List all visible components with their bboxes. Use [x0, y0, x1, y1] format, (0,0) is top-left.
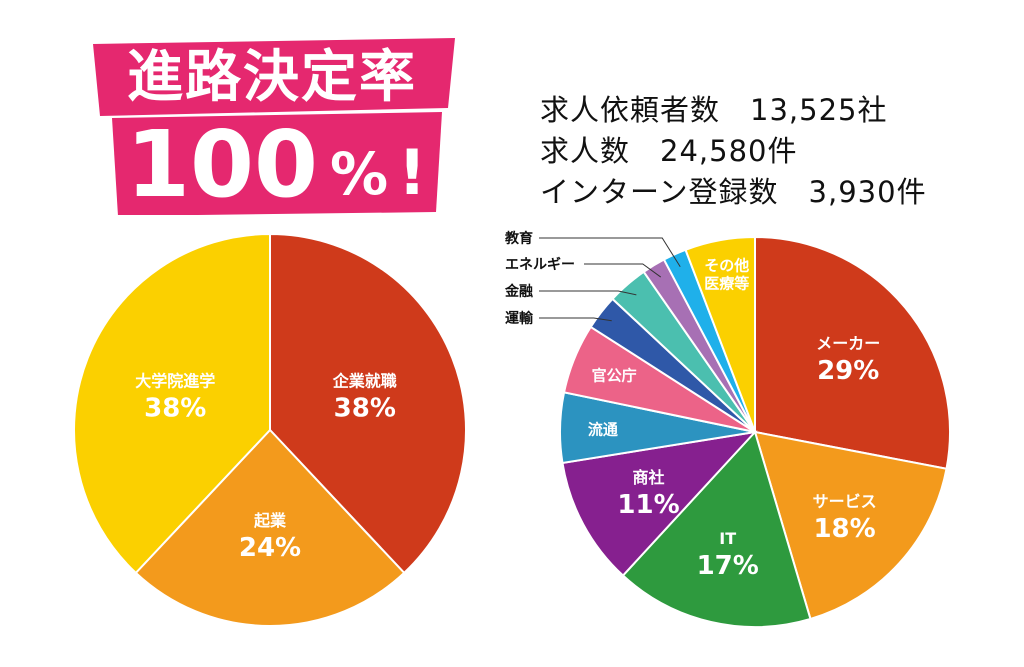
slice-value-0: 38% [334, 393, 396, 423]
headline-rate-badge [112, 112, 442, 215]
headline-badge: 進路決定率 100 % ! [93, 38, 455, 215]
stat-internship-registrations: インターン登録数 3,930件 [540, 175, 927, 209]
callout-line-6 [539, 317, 612, 322]
slice-value-1: 18% [813, 514, 875, 544]
pie-slice-2 [621, 430, 812, 628]
slice-label-2: IT [719, 529, 736, 548]
callout-label-7: 金融 [504, 283, 533, 300]
slice-value-2: 17% [697, 551, 759, 581]
slice-label-0: メーカー [816, 334, 880, 353]
headline-rate: 100 [126, 111, 318, 215]
pie-slice-3 [561, 430, 758, 577]
slice-label-2: 大学院進学 [135, 371, 215, 390]
stat-job-offers: 求人数 24,580件 [540, 134, 798, 168]
pie-slice-1 [134, 428, 406, 627]
pie-slice-0 [754, 235, 951, 470]
headline-title: 進路決定率 [127, 45, 417, 110]
slice-label-0: 企業就職 [332, 371, 397, 390]
pie-slice-1 [753, 430, 948, 621]
slice-value-3: 11% [617, 490, 679, 520]
slice-value-2: 38% [144, 393, 206, 423]
pie-slice-10 [684, 235, 756, 433]
slice-label-10: その他 [704, 257, 749, 275]
headline-title-badge [93, 38, 455, 116]
stat-employers: 求人依頼者数 13,525社 [540, 93, 888, 127]
slice-label-4: 流通 [588, 421, 618, 439]
callout-label-9: 教育 [505, 230, 533, 247]
slice-label-1: サービス [813, 492, 877, 511]
callout-line-9 [539, 237, 681, 268]
callout-label-6: 運輸 [505, 310, 534, 327]
slice-value-0: 29% [817, 356, 879, 386]
slice-label-1: 起業 [253, 511, 287, 530]
callout-label-8: エネルギー [505, 256, 575, 273]
callout-line-7 [539, 290, 637, 296]
slice-label-3: 商社 [633, 468, 665, 487]
pie-slice-2 [73, 232, 271, 575]
career-outcome-pie: 企業就職 38% 起業 24% 大学院進学 38% [73, 232, 467, 627]
slice-label-5: 官公庁 [592, 367, 637, 385]
headline-exclamation: ! [398, 136, 426, 209]
slice-label2-10: 医療等 [704, 275, 749, 293]
callout-line-8 [584, 263, 662, 278]
pie-slice-0 [269, 232, 467, 575]
recruitment-stats: 求人依頼者数 13,525社 求人数 24,580件 インターン登録数 3,93… [540, 90, 927, 213]
headline-percent-unit: % [330, 140, 388, 208]
industry-callouts: 運輸 金融 エネルギー 教育 [504, 230, 681, 327]
slice-value-1: 24% [239, 533, 301, 563]
